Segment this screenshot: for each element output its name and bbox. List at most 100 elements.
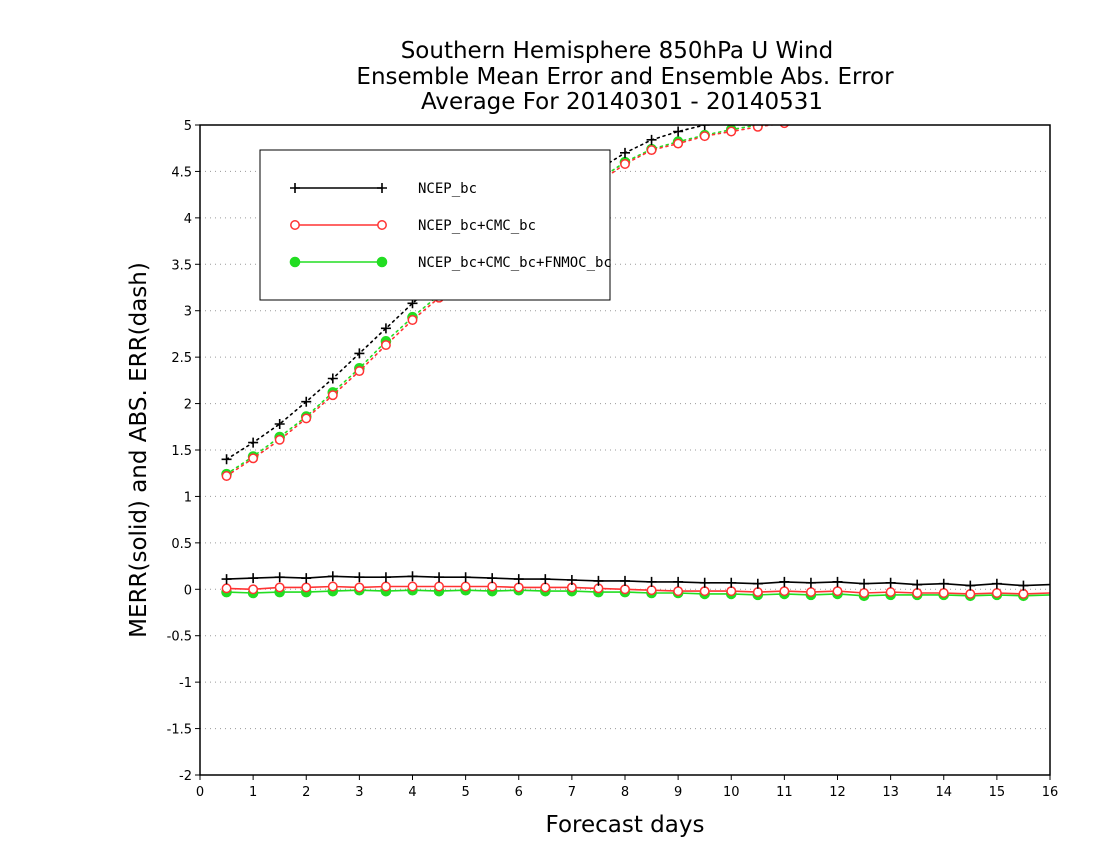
abs-err-point: [752, 125, 763, 132]
chart-title-line-2: Ensemble Mean Error and Ensemble Abs. Er…: [356, 64, 894, 90]
y-tick-label: -1: [179, 676, 192, 691]
merr-point: [513, 582, 524, 593]
abs-err-point: [726, 126, 737, 137]
y-tick-label: 4: [184, 212, 192, 227]
abs-err-point: [221, 471, 232, 481]
merr-point: [221, 574, 232, 585]
merr-point: [726, 577, 737, 588]
legend-label: NCEP_bc+CMC_bc: [418, 218, 536, 234]
merr-point: [885, 577, 896, 588]
merr-point: [991, 578, 1002, 589]
legend-label: NCEP_bc: [418, 181, 477, 197]
legend-label: NCEP_bc+CMC_bc+FNMOC_bc: [418, 255, 612, 271]
merr-point: [673, 576, 684, 587]
y-axis-ticks: 5 4.5 4 3.5 3 2.5 2 1.5 1 0.5 0 -0.5 -1 -1.5 -2: [167, 119, 200, 784]
merr-point: [938, 578, 949, 589]
abs-err-point: [380, 340, 391, 351]
merr-point: [991, 588, 1002, 598]
abs-err-point: [833, 109, 843, 119]
merr-point: [832, 576, 843, 587]
merr-point: [274, 582, 285, 593]
legend-marker: [376, 256, 388, 268]
merr-point: [593, 575, 604, 586]
merr-point: [407, 581, 418, 592]
merr-point: [487, 581, 498, 592]
chart-title-line-3: Average For 20140301 - 20140531: [421, 89, 823, 115]
merr-point: [513, 574, 524, 585]
y-tick-label: 2: [184, 398, 192, 413]
merr-point: [540, 574, 551, 585]
x-tick-label: 9: [674, 785, 682, 800]
merr-line-ncep-bc: [226, 575, 1050, 587]
x-tick-label: 7: [568, 785, 576, 800]
x-axis-ticks: 0 1 2 3 4 5 6 7 8 9 10 11 12 13 14 15 16: [196, 775, 1058, 800]
x-tick-label: 14: [935, 785, 952, 800]
x-axis-label: Forecast days: [546, 812, 705, 838]
merr-point: [221, 583, 232, 594]
y-tick-label: -0.5: [167, 630, 192, 645]
merr-point: [460, 581, 471, 592]
abs-err-point: [833, 112, 841, 120]
abs-err-point: [860, 109, 868, 117]
abs-err-point: [380, 323, 391, 334]
abs-err-point: [646, 134, 657, 145]
merr-point: [912, 588, 923, 598]
abs-err-point: [301, 413, 312, 424]
abs-err-point: [886, 103, 896, 113]
abs-err-point: [620, 147, 630, 158]
y-tick-label: 1: [184, 490, 192, 505]
chart-title-line-1: Southern Hemisphere 850hPa U Wind: [401, 38, 834, 64]
abs-err-point: [248, 453, 259, 464]
x-tick-label: 16: [1042, 785, 1059, 800]
x-tick-label: 13: [882, 785, 899, 800]
abs-err-point: [966, 99, 974, 107]
merr-point: [965, 588, 976, 599]
y-tick-label: 3: [184, 305, 192, 320]
abs-err-point: [673, 138, 684, 149]
merr-point: [779, 576, 790, 587]
legend-entries: NCEP_bc NCEP_bc+CMC_bc NCEP_bc+CMC_bc+FNMO…: [289, 181, 612, 271]
abs-err-point: [1018, 89, 1028, 99]
abs-err-point: [807, 115, 815, 123]
abs-err-point: [886, 106, 894, 114]
y-tick-label: 0: [184, 583, 192, 598]
legend-marker: [289, 256, 301, 268]
abs-err-point: [939, 99, 949, 109]
abs-err-point: [912, 95, 922, 105]
abs-err-point: [646, 145, 657, 156]
x-tick-label: 3: [355, 785, 363, 800]
abs-err-point: [699, 131, 710, 142]
abs-err-point: [939, 94, 949, 104]
merr-point: [301, 582, 312, 593]
abs-err-point: [1019, 93, 1029, 103]
abs-err-point: [673, 126, 684, 137]
x-tick-label: 11: [776, 785, 793, 800]
merr-point: [460, 572, 471, 583]
merr-point: [859, 588, 870, 598]
merr-point: [434, 581, 445, 592]
merr-point: [859, 578, 870, 589]
abs-err-line-ncep-bc-cmc-bc-fnmoc-bc: [225, 125, 764, 475]
abs-err-point: [913, 103, 921, 111]
merr-point: [699, 586, 710, 597]
abs-err-point: [940, 101, 948, 109]
merr-point: [885, 587, 896, 598]
merr-point: [779, 586, 790, 597]
merr-point: [620, 575, 630, 586]
abs-err-point: [620, 159, 630, 169]
merr-point: [752, 587, 763, 598]
x-tick-label: 10: [723, 785, 740, 800]
merr-point: [540, 582, 551, 593]
legend: NCEP_bc NCEP_bc+CMC_bc NCEP_bc+CMC_bc+FNMO…: [259, 149, 612, 301]
legend-entry: NCEP_bc+CMC_bc+FNMOC_bc: [289, 255, 612, 271]
merr-point: [752, 578, 763, 589]
merr-point: [805, 577, 816, 588]
x-tick-label: 2: [302, 785, 310, 800]
abs-err-point: [221, 454, 232, 465]
abs-err-line-ncep-bc: [225, 125, 710, 461]
merr-point: [1018, 588, 1029, 599]
y-tick-label: 1.5: [171, 444, 192, 459]
merr-point: [912, 579, 923, 590]
x-tick-label: 0: [196, 785, 204, 800]
merr-point: [487, 573, 498, 584]
